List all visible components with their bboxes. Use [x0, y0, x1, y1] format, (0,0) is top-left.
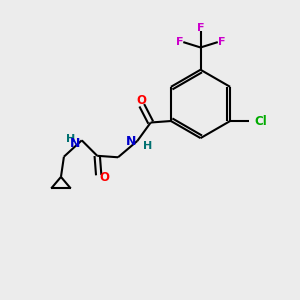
Text: F: F [197, 23, 204, 33]
Text: N: N [70, 137, 81, 150]
Text: H: H [143, 141, 152, 151]
Text: Cl: Cl [254, 115, 267, 128]
Text: O: O [136, 94, 146, 107]
Text: F: F [176, 37, 183, 47]
Text: O: O [100, 171, 110, 184]
Text: F: F [218, 37, 225, 47]
Text: H: H [66, 134, 75, 144]
Text: N: N [125, 135, 136, 148]
